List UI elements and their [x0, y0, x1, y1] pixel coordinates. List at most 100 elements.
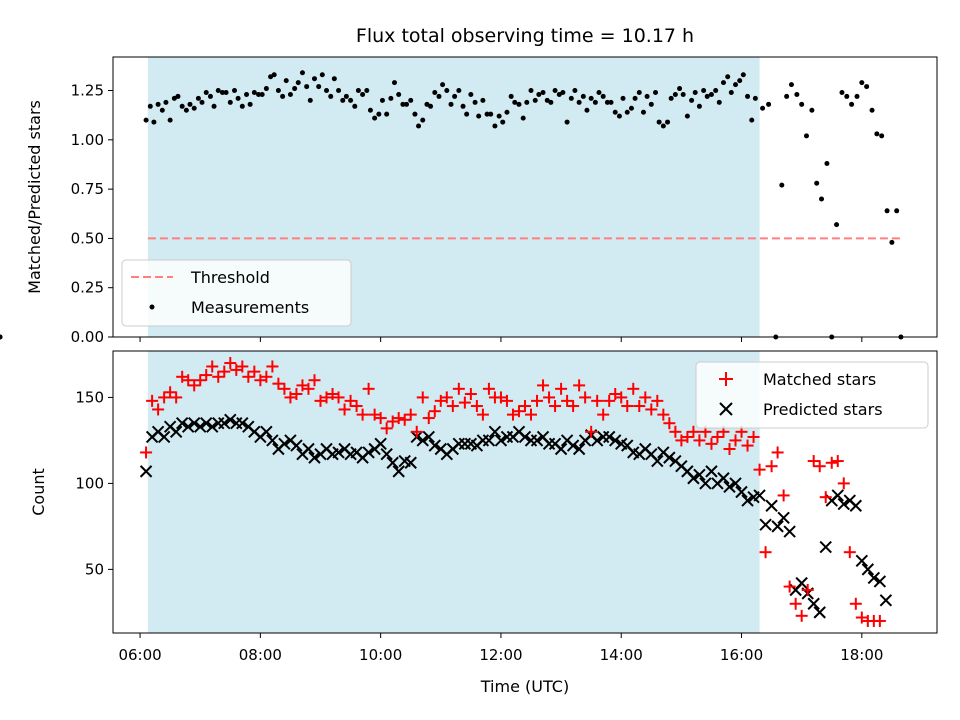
measurement-point	[235, 95, 241, 101]
measurement-point	[231, 88, 237, 94]
predicted-star-point	[771, 520, 784, 533]
measurement-point	[336, 88, 342, 94]
predicted-star-point	[362, 446, 375, 459]
matched-star-point	[170, 391, 183, 404]
measurement-point	[167, 117, 173, 123]
matched-star-point	[392, 412, 405, 425]
predicted-star-point	[416, 434, 429, 447]
measurement-point	[524, 99, 530, 105]
measurement-point	[737, 78, 743, 84]
measurement-point	[316, 84, 322, 90]
predicted-star-point	[554, 442, 568, 456]
matched-star-point	[525, 408, 538, 421]
predicted-star-point	[422, 430, 435, 444]
measurement-point	[588, 95, 594, 101]
matched-star-point	[849, 597, 862, 610]
matched-star-point	[188, 379, 201, 392]
top-y-tick-label: 0.00	[71, 328, 104, 346]
matched-star-point	[356, 408, 369, 421]
measurement-point	[456, 88, 462, 94]
measurement-point	[580, 93, 586, 99]
matched-star-point	[506, 408, 519, 421]
measurement-point	[223, 89, 229, 95]
measurement-point	[592, 99, 598, 105]
matched-star-point	[476, 408, 489, 421]
measurement-point	[636, 89, 642, 95]
measurement-point	[644, 93, 650, 99]
matched-star-point	[765, 460, 778, 473]
matched-star-point	[837, 477, 850, 490]
measurement-point	[689, 97, 695, 103]
bottom-y-tick-label: 150	[75, 388, 104, 406]
measurement-point	[408, 97, 414, 103]
predicted-star-point	[819, 540, 832, 554]
matched-star-point	[380, 422, 393, 435]
measurement-point	[352, 103, 358, 109]
measurement-point	[496, 113, 502, 119]
matched-star-point	[386, 415, 399, 428]
measurement-point	[143, 117, 149, 123]
measurement-point	[384, 111, 390, 117]
measurement-point	[572, 88, 578, 94]
legend-predicted-label: Predicted stars	[763, 400, 883, 419]
predicted-star-point	[169, 425, 183, 439]
measurement-point	[803, 133, 809, 139]
measurement-point	[779, 182, 785, 188]
measurement-point	[207, 93, 213, 99]
matched-star-point	[494, 391, 507, 404]
bottom-y-ticks: 50 100 150	[75, 388, 113, 578]
matched-star-point	[140, 446, 153, 459]
measurement-point	[219, 89, 225, 95]
matched-star-point	[519, 400, 531, 413]
top-legend-box	[121, 259, 352, 327]
measurement-point	[752, 95, 758, 101]
measurement-point	[472, 99, 478, 105]
bottom-y-tick-label: 100	[75, 474, 104, 492]
measurement-point	[203, 89, 209, 95]
measurements-points	[0, 70, 904, 340]
measurement-point	[653, 89, 659, 95]
measurement-point	[548, 99, 554, 105]
matched-star-point	[338, 403, 351, 416]
matched-star-point	[434, 394, 447, 407]
measurement-point	[568, 95, 574, 101]
matched-star-point	[747, 430, 760, 443]
top-y-tick-label: 1.00	[71, 131, 104, 149]
matched-star-point	[651, 394, 664, 407]
bottom-x-tick-label: 08:00	[239, 646, 282, 664]
matched-star-point	[609, 387, 622, 400]
predicted-star-point	[723, 480, 736, 494]
measurement-point	[576, 99, 582, 105]
measurement-point	[379, 97, 385, 103]
predicted-star-point	[729, 477, 742, 490]
predicted-star-point	[687, 472, 700, 485]
measurement-point	[187, 101, 193, 107]
matched-star-point	[561, 394, 574, 407]
matched-star-point	[200, 369, 213, 382]
top-y-tick-label: 0.75	[71, 180, 104, 198]
measurement-point	[372, 115, 378, 121]
predicted-star-point	[741, 494, 754, 507]
predicted-star-point	[302, 442, 315, 456]
legend-predicted-swatch	[719, 402, 733, 416]
matched-star-point	[843, 546, 856, 559]
predicted-star-point	[651, 454, 664, 468]
matched-star-point	[314, 394, 327, 407]
measurement-point	[760, 105, 766, 111]
predicted-star-point	[266, 434, 279, 447]
measurement-point	[432, 89, 438, 95]
matched-star-point	[537, 379, 550, 392]
top-y-tick-label: 0.50	[71, 229, 104, 247]
matched-star-point	[368, 408, 381, 421]
measurement-point	[624, 109, 630, 115]
predicted-star-point	[813, 606, 826, 619]
matched-star-point	[807, 455, 820, 468]
matched-star-point	[194, 374, 207, 387]
bottom-x-ticks: 06:00 08:00 10:00 12:00 14:00 16:00 18:00	[118, 633, 883, 664]
predicted-star-point	[699, 477, 712, 490]
bottom-x-tick-label: 14:00	[600, 646, 643, 664]
measurement-point	[244, 91, 250, 97]
predicted-star-point	[428, 439, 441, 452]
matched-star-point	[681, 430, 694, 443]
top-panel: 0.00 0.25 0.50 0.75 1.00 1.25 Flux total obse…	[0, 25, 938, 346]
